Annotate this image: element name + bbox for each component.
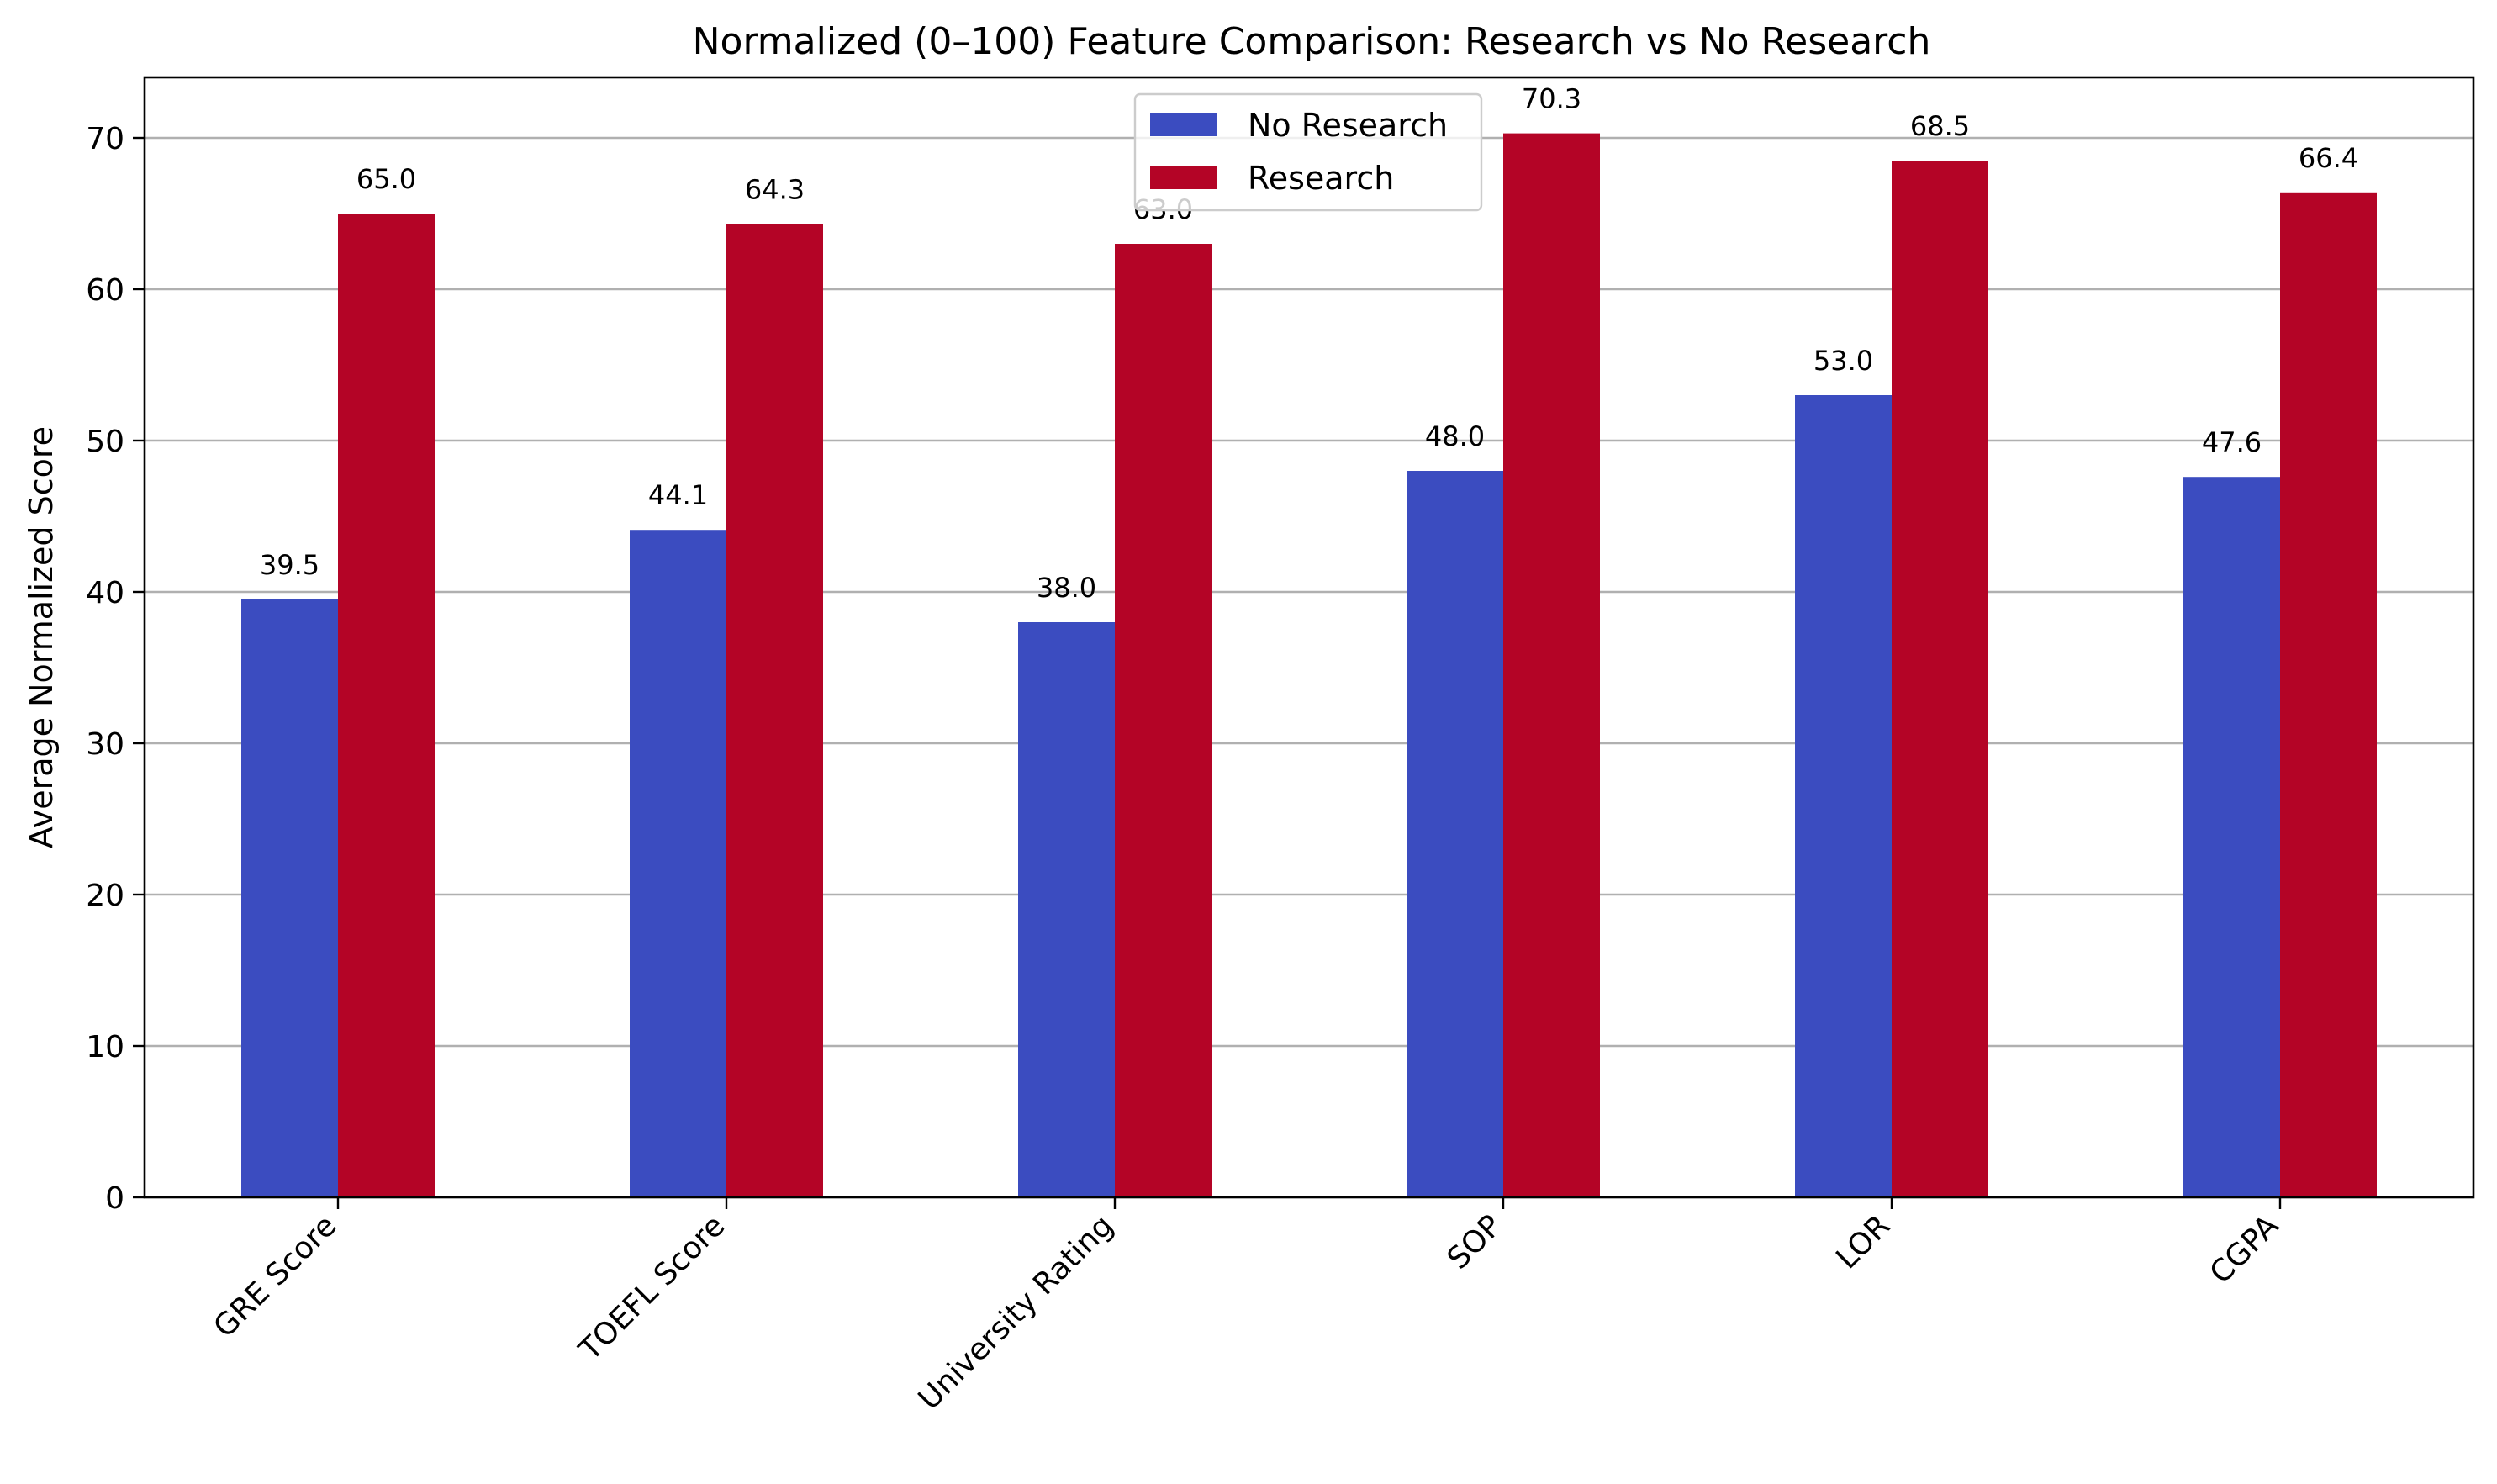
bar-value-label: 68.5: [1910, 110, 1970, 142]
plot-frame: [143, 76, 2475, 1199]
legend: No Research Research: [1133, 92, 1483, 212]
bar-value-label: 39.5: [260, 549, 319, 581]
bar-value-label: 44.1: [648, 479, 708, 511]
bar-value-label: 64.3: [745, 174, 805, 206]
x-tick-label: GRE Score: [207, 1208, 343, 1344]
legend-swatch-research: [1150, 166, 1217, 189]
y-tick-label: 60: [86, 273, 124, 308]
y-axis: 0 10 20 30 40 50 60 70: [86, 122, 145, 1216]
legend-label-no-research: No Research: [1248, 107, 1448, 144]
bar-research-gre-score: [338, 214, 435, 1197]
legend-frame: [1133, 92, 1483, 212]
bar-no-research-cgpa: [2183, 477, 2280, 1197]
bar-no-research-sop: [1407, 471, 1503, 1197]
bar-layer: [241, 133, 2377, 1198]
bar-research-sop: [1503, 133, 1600, 1198]
y-tick-label: 40: [86, 576, 124, 610]
x-tick-label: LOR: [1829, 1208, 1897, 1275]
x-tick-label: CGPA: [2204, 1208, 2286, 1291]
y-tick-label: 20: [86, 879, 124, 913]
bar-value-label: 53.0: [1813, 345, 1873, 377]
chart-title: Normalized (0–100) Feature Comparison: R…: [693, 20, 1931, 63]
y-tick-label: 30: [86, 727, 124, 762]
y-tick-label: 10: [86, 1030, 124, 1064]
bar-value-label: 66.4: [2299, 142, 2358, 174]
y-tick-label: 50: [86, 425, 124, 459]
legend-label-research: Research: [1248, 160, 1394, 197]
y-tick-label: 70: [86, 122, 124, 156]
grid-layer: [145, 136, 2473, 1048]
x-tick-label: SOP: [1441, 1208, 1509, 1276]
bar-no-research-gre-score: [241, 599, 338, 1197]
bar-value-label: 47.6: [2202, 426, 2262, 458]
bar-value-label: 38.0: [1037, 572, 1096, 604]
bar-research-university-rating: [1115, 244, 1212, 1197]
x-tick-label: TOEFL Score: [573, 1208, 732, 1368]
x-tick-label: University Rating: [912, 1208, 1121, 1417]
bar-research-lor: [1892, 161, 1988, 1197]
bar-research-cgpa: [2280, 192, 2377, 1197]
bar-no-research-toefl-score: [630, 530, 726, 1197]
bar-research-toefl-score: [726, 224, 823, 1198]
bar-value-label: 70.3: [1522, 83, 1581, 115]
legend-swatch-no-research: [1150, 113, 1217, 136]
bar-value-label: 48.0: [1425, 420, 1485, 452]
bar-label-layer: 39.544.138.048.053.047.665.064.363.070.3…: [260, 83, 2358, 604]
bar-no-research-lor: [1795, 395, 1892, 1197]
bar-no-research-university-rating: [1018, 622, 1115, 1197]
y-axis-label: Average Normalized Score: [23, 426, 60, 848]
y-tick-label: 0: [105, 1181, 124, 1216]
x-axis: GRE Score TOEFL Score University Rating SOP…: [207, 1197, 2286, 1417]
bar-value-label: 65.0: [356, 163, 416, 195]
